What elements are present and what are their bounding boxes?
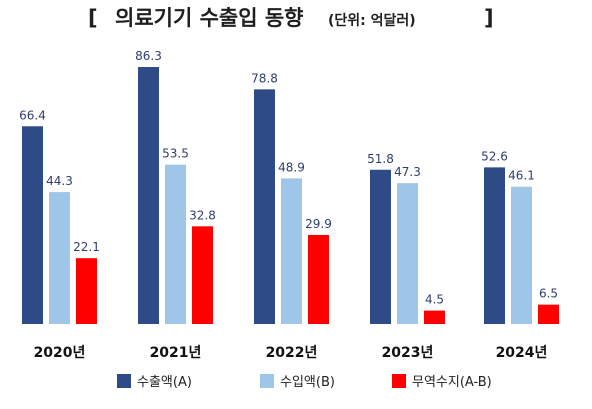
data-label-0-4: 52.6: [481, 149, 508, 163]
chart-title-main: 의료기기 수출입 동향: [115, 6, 304, 30]
bar-2-3: [424, 310, 445, 324]
chart-legend: 수출액(A) 수입액(B) 무역수지(A-B): [117, 374, 492, 390]
data-label-1-4: 46.1: [508, 169, 535, 183]
data-label-1-1: 53.5: [162, 147, 189, 161]
legend-item-2: 무역수지(A-B): [392, 374, 492, 390]
data-label-2-2: 29.9: [305, 217, 332, 231]
category-label-0: 2020년: [34, 345, 86, 361]
legend-label-0: 수출액(A): [137, 375, 192, 390]
data-label-1-2: 48.9: [278, 160, 305, 174]
title-bracket-open: [: [88, 6, 98, 30]
bar-0-0: [22, 126, 43, 324]
data-label-1-0: 44.3: [46, 174, 73, 188]
legend-item-0: 수출액(A): [117, 374, 192, 390]
data-label-2-4: 6.5: [539, 287, 558, 301]
legend-swatch-1: [260, 374, 274, 388]
legend-label-1: 수입액(B): [280, 375, 335, 390]
category-label-4: 2024년: [496, 345, 548, 361]
category-label-2: 2022년: [266, 345, 318, 361]
bar-1-3: [397, 183, 418, 324]
data-label-0-0: 66.4: [19, 108, 46, 122]
chart-title: [ 의료기기 수출입 동향 (단위: 억달러) ]: [88, 6, 494, 30]
legend-swatch-0: [117, 374, 131, 388]
data-label-2-1: 32.8: [189, 208, 216, 222]
bar-2-2: [308, 234, 329, 324]
data-label-0-2: 78.8: [251, 71, 278, 85]
data-label-1-3: 47.3: [394, 165, 421, 179]
legend-swatch-2: [392, 374, 406, 388]
bar-1-1: [165, 164, 186, 324]
bar-1-4: [511, 186, 532, 324]
legend-item-1: 수입액(B): [260, 374, 335, 390]
bar-0-4: [484, 167, 505, 324]
category-label-1: 2021년: [150, 345, 202, 361]
data-label-0-3: 51.8: [367, 152, 394, 166]
bar-0-3: [370, 169, 391, 324]
data-label-2-3: 4.5: [425, 293, 444, 307]
bar-0-1: [138, 67, 159, 325]
data-label-2-0: 22.1: [73, 240, 100, 254]
bar-2-0: [76, 258, 97, 324]
bar-2-4: [538, 304, 559, 324]
title-bracket-close: ]: [484, 6, 494, 30]
category-axis-labels: 2020년 2021년 2022년 2023년 2024년: [34, 345, 548, 361]
data-label-0-1: 86.3: [135, 49, 162, 63]
bar-1-2: [281, 178, 302, 324]
category-label-3: 2023년: [382, 345, 434, 361]
bar-2-1: [192, 226, 213, 324]
bar-1-0: [49, 192, 70, 324]
plot-area: 66.4 44.3 22.1 86.3 53.5 32.8 78.8 48.9 29.9 51.8…: [19, 49, 559, 325]
chart-title-unit: (단위: 억달러): [328, 12, 416, 29]
bar-0-2: [254, 89, 275, 325]
legend-label-2: 무역수지(A-B): [412, 375, 492, 390]
